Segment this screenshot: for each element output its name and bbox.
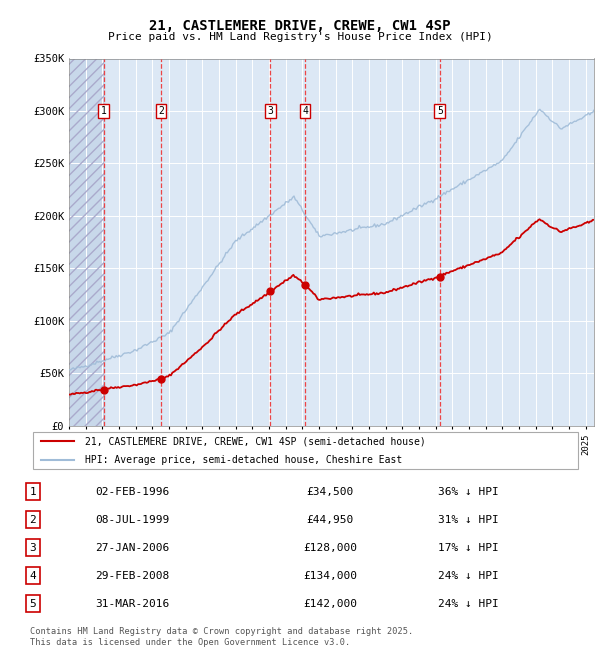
Text: £134,000: £134,000 <box>303 571 357 580</box>
Text: £128,000: £128,000 <box>303 543 357 552</box>
Text: 2: 2 <box>158 106 164 116</box>
Text: 3: 3 <box>267 106 273 116</box>
Text: 2: 2 <box>29 515 37 525</box>
Text: 5: 5 <box>29 599 37 608</box>
Text: 1: 1 <box>101 106 107 116</box>
Text: £142,000: £142,000 <box>303 599 357 608</box>
Text: 4: 4 <box>302 106 308 116</box>
Text: 36% ↓ HPI: 36% ↓ HPI <box>437 487 499 497</box>
Text: 4: 4 <box>29 571 37 580</box>
Text: 1: 1 <box>29 487 37 497</box>
Text: Price paid vs. HM Land Registry's House Price Index (HPI): Price paid vs. HM Land Registry's House … <box>107 32 493 42</box>
Text: £44,950: £44,950 <box>307 515 353 525</box>
Text: 3: 3 <box>29 543 37 552</box>
Bar <box>69 58 104 426</box>
FancyBboxPatch shape <box>33 432 578 469</box>
Text: 21, CASTLEMERE DRIVE, CREWE, CW1 4SP (semi-detached house): 21, CASTLEMERE DRIVE, CREWE, CW1 4SP (se… <box>85 436 426 447</box>
Text: HPI: Average price, semi-detached house, Cheshire East: HPI: Average price, semi-detached house,… <box>85 455 403 465</box>
Text: 08-JUL-1999: 08-JUL-1999 <box>95 515 169 525</box>
Text: Contains HM Land Registry data © Crown copyright and database right 2025.
This d: Contains HM Land Registry data © Crown c… <box>30 627 413 647</box>
Text: 29-FEB-2008: 29-FEB-2008 <box>95 571 169 580</box>
Text: 31-MAR-2016: 31-MAR-2016 <box>95 599 169 608</box>
Bar <box>69 58 104 426</box>
Text: 02-FEB-1996: 02-FEB-1996 <box>95 487 169 497</box>
Text: 24% ↓ HPI: 24% ↓ HPI <box>437 571 499 580</box>
Text: 21, CASTLEMERE DRIVE, CREWE, CW1 4SP: 21, CASTLEMERE DRIVE, CREWE, CW1 4SP <box>149 20 451 34</box>
Text: 31% ↓ HPI: 31% ↓ HPI <box>437 515 499 525</box>
Text: £34,500: £34,500 <box>307 487 353 497</box>
Text: 27-JAN-2006: 27-JAN-2006 <box>95 543 169 552</box>
Text: 17% ↓ HPI: 17% ↓ HPI <box>437 543 499 552</box>
Text: 5: 5 <box>437 106 443 116</box>
Text: 24% ↓ HPI: 24% ↓ HPI <box>437 599 499 608</box>
